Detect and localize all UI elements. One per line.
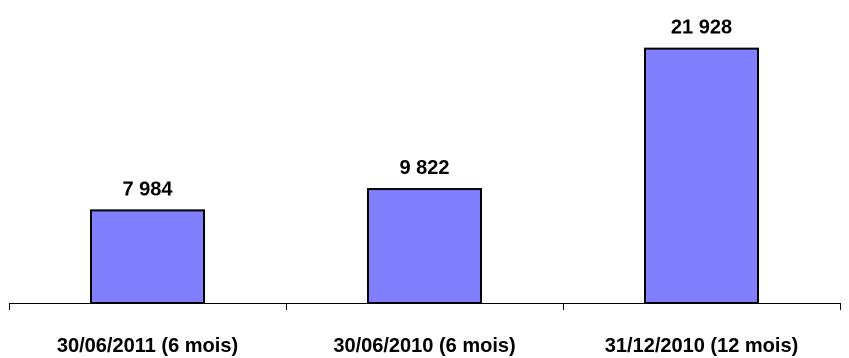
x-tick-labels-group: 30/06/2011 (6 mois) 30/06/2010 (6 mois) 31… — [57, 335, 798, 357]
bar — [90, 209, 205, 305]
data-labels-group: 7 984 9 822 21 928 — [122, 17, 732, 201]
x-tick-label: 31/12/2010 (12 mois) — [605, 335, 798, 357]
bar — [367, 188, 482, 305]
bar — [644, 47, 759, 305]
bar-value-label: 21 928 — [671, 17, 732, 39]
x-axis — [9, 303, 841, 310]
bar-value-label: 9 822 — [399, 157, 449, 179]
x-tick-label: 30/06/2010 (6 mois) — [333, 335, 515, 357]
x-tick-label: 30/06/2011 (6 mois) — [57, 335, 238, 357]
bar-value-label: 7 984 — [122, 178, 173, 200]
bars-group — [90, 47, 759, 305]
